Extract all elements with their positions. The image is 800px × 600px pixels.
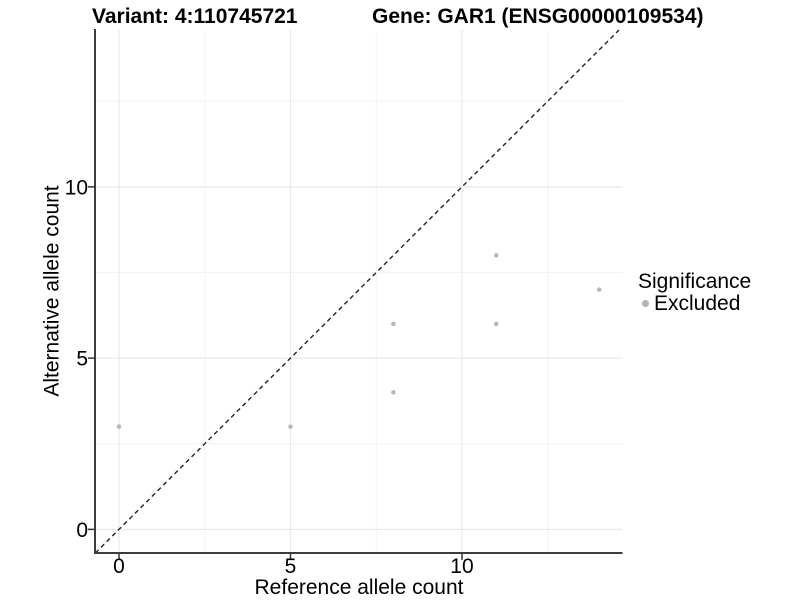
data-point	[493, 253, 499, 258]
data-point	[391, 390, 396, 395]
plot-title-variant: Variant: 4:110745721	[92, 5, 298, 28]
y-tick-label: 0	[76, 519, 88, 542]
data-point	[288, 424, 293, 429]
data-point	[596, 287, 602, 292]
x-tick-label: 5	[285, 555, 297, 578]
legend-title: Significance	[638, 270, 752, 293]
y-axis-title: Alternative allele count	[40, 185, 64, 397]
legend: Significance Excluded	[638, 271, 751, 314]
x-tick-label: 0	[113, 555, 125, 578]
y-tick-label: 5	[76, 348, 88, 371]
data-point	[391, 321, 396, 327]
data-point	[116, 424, 122, 429]
identity-line	[94, 29, 620, 554]
plot-title-gene: Gene: GAR1 (ENSG00000109534)	[372, 5, 704, 28]
legend-point-icon	[642, 300, 649, 307]
x-axis-title: Reference allele count	[254, 576, 464, 599]
x-tick-label: 10	[450, 555, 473, 578]
y-tick-label: 10	[65, 176, 88, 199]
data-point	[493, 321, 499, 327]
legend-item-label: Excluded	[654, 292, 741, 315]
legend-item-excluded: Excluded	[638, 293, 751, 314]
